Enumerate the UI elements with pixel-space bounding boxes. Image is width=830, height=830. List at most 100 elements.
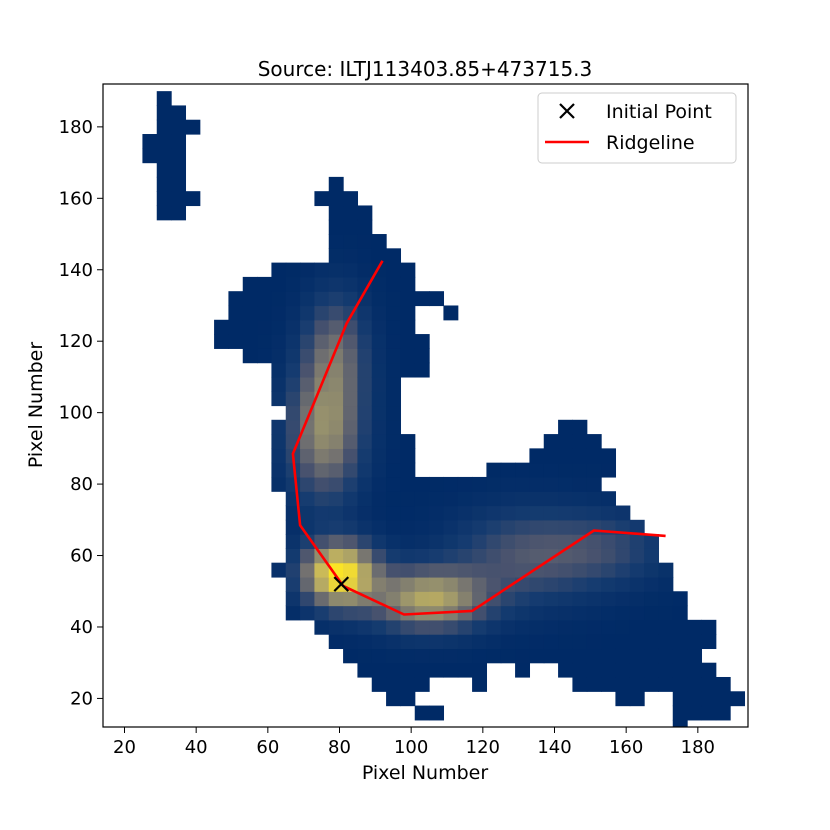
heatmap-cell: [386, 462, 402, 478]
heatmap-cell: [601, 534, 617, 549]
heatmap-cell: [500, 634, 516, 650]
y-tick-label: 20: [70, 688, 93, 709]
heatmap-cell: [572, 619, 588, 635]
heatmap-cell: [328, 291, 344, 307]
heatmap-cell: [343, 634, 359, 650]
heatmap-cell: [429, 576, 445, 592]
heatmap-cell: [658, 605, 674, 621]
heatmap-cell: [572, 419, 588, 435]
heatmap-cell: [343, 434, 359, 449]
heatmap-cell: [328, 205, 344, 221]
heatmap-cell: [371, 362, 387, 378]
heatmap-cell: [242, 305, 258, 321]
heatmap-cell: [586, 576, 602, 592]
heatmap-cell: [500, 591, 516, 607]
heatmap-cell: [271, 462, 287, 478]
heatmap-cell: [472, 505, 488, 521]
heatmap-cell: [472, 605, 488, 621]
heatmap-cell: [572, 676, 588, 692]
heatmap-cell: [343, 491, 359, 507]
heatmap-cell: [658, 634, 674, 650]
heatmap-cell: [414, 491, 430, 507]
heatmap-cell: [586, 591, 602, 607]
heatmap-cell: [357, 548, 373, 564]
heatmap-cell: [414, 534, 430, 549]
heatmap-cell: [672, 662, 688, 678]
x-tick-label: 20: [113, 737, 136, 758]
heatmap-cell: [572, 648, 588, 664]
heatmap-cell: [285, 305, 301, 321]
heatmap-cell: [429, 519, 445, 535]
heatmap-cell: [400, 448, 416, 464]
heatmap-cell: [558, 434, 574, 449]
heatmap-cell: [400, 691, 416, 707]
heatmap-cell: [300, 262, 316, 278]
heatmap-cell: [629, 662, 645, 678]
heatmap-cell: [414, 362, 430, 378]
heatmap-cell: [343, 362, 359, 378]
heatmap-cell: [457, 648, 473, 664]
heatmap-cell: [601, 676, 617, 692]
heatmap-cell: [457, 505, 473, 521]
heatmap-cell: [658, 648, 674, 664]
heatmap-cell: [644, 634, 660, 650]
heatmap-cell: [357, 348, 373, 364]
heatmap-cell: [472, 534, 488, 549]
heatmap-cell: [371, 405, 387, 421]
heatmap-cell: [285, 534, 301, 549]
heatmap-cell: [314, 605, 330, 621]
heatmap-cell: [558, 634, 574, 650]
heatmap-cell: [486, 648, 502, 664]
heatmap-cell: [443, 305, 459, 321]
heatmap-cell: [271, 376, 287, 392]
heatmap-cell: [314, 448, 330, 464]
heatmap-cell: [615, 505, 631, 521]
heatmap-cell: [328, 534, 344, 549]
heatmap-cell: [672, 676, 688, 692]
heatmap-cell: [300, 391, 316, 407]
heatmap-cell: [558, 476, 574, 492]
y-axis-label: Pixel Number: [25, 342, 47, 468]
heatmap-cell: [357, 305, 373, 321]
heatmap-cell: [400, 662, 416, 678]
legend-box: [537, 92, 737, 164]
heatmap-cell: [357, 391, 373, 407]
heatmap-cell: [543, 562, 559, 578]
heatmap-cell: [586, 619, 602, 635]
heatmap-cell: [314, 419, 330, 435]
heatmap-cell: [529, 448, 545, 464]
heatmap-cell: [400, 334, 416, 349]
heatmap-cell: [142, 148, 158, 164]
heatmap-cell: [672, 605, 688, 621]
heatmap-cell: [644, 562, 660, 578]
heatmap-cell: [371, 605, 387, 621]
heatmap-cell: [572, 448, 588, 464]
heatmap-cell: [529, 476, 545, 492]
heatmap-cell: [558, 591, 574, 607]
heatmap-cell: [472, 576, 488, 592]
heatmap-cell: [371, 534, 387, 549]
heatmap-cell: [601, 448, 617, 464]
heatmap-cell: [314, 576, 330, 592]
heatmap-cell: [285, 348, 301, 364]
heatmap-cell: [343, 648, 359, 664]
heatmap-cell: [314, 276, 330, 292]
heatmap-cell: [386, 248, 402, 264]
heatmap-cell: [414, 505, 430, 521]
heatmap-cell: [615, 576, 631, 592]
heatmap-cell: [400, 476, 416, 492]
heatmap-cell: [543, 505, 559, 521]
heatmap-cell: [171, 105, 187, 121]
heatmap-cell: [558, 662, 574, 678]
heatmap-cell: [429, 648, 445, 664]
heatmap-cell: [543, 434, 559, 449]
overlay: [291, 260, 666, 616]
heatmap-cell: [658, 662, 674, 678]
heatmap-cell: [357, 534, 373, 549]
heatmap-cell: [185, 191, 201, 207]
heatmap-cell: [500, 462, 516, 478]
x-tick-label: 40: [185, 737, 208, 758]
heatmap-cell: [572, 576, 588, 592]
heatmap-cell: [443, 662, 459, 678]
heatmap-cell: [672, 619, 688, 635]
